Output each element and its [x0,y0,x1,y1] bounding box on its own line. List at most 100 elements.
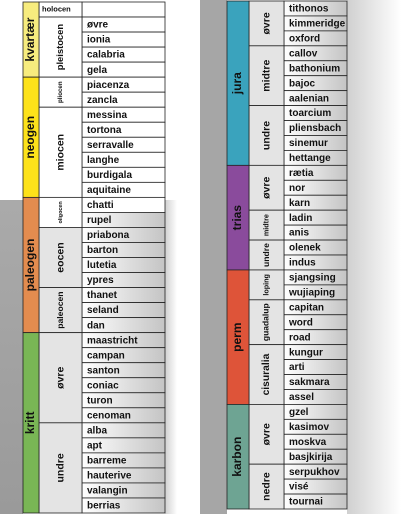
stage-label: messina [87,110,127,121]
stage-label: oxford [289,33,320,44]
epoch-label: øvre [260,12,272,34]
stage-label: kimmeridge [289,19,346,30]
stage-label: capitan [289,302,324,313]
epoch-label: øvre [54,366,66,388]
period-label: jura [230,72,244,95]
stage-label: gzel [289,407,309,418]
epoch-cell [248,0,285,47]
stage-label: visé [289,482,309,493]
stage-label: callov [289,48,318,59]
stage-label: aalenian [289,93,329,104]
epoch-label: øvre [260,423,272,445]
stage-label: nor [289,183,305,194]
stage-label: calabria [87,50,125,61]
stage-label: tournai [289,497,323,508]
epoch-cell [248,45,285,106]
stage-label: bathonium [289,63,340,74]
stage-label: word [288,317,313,328]
stage-label: indus [289,258,316,269]
stage-label: road [289,332,311,343]
period-cell [22,332,40,514]
epoch-cell [248,404,285,465]
stage-label: ionia [87,35,111,46]
period-label: karbon [230,437,244,477]
stage-label: turon [87,395,113,406]
shade [0,200,23,514]
stage-label: arti [289,362,305,373]
epoch-label: pleistocen [54,24,65,71]
stage-label: wujiaping [288,287,335,298]
stage-label: karn [289,198,310,209]
shade [165,200,177,514]
epoch-label: undre [54,453,66,482]
epoch-cell [248,239,285,271]
epoch-label: pliocen [57,81,64,103]
stage-label: seland [87,305,119,316]
stage-label: santon [87,365,120,376]
stage-label: maastricht [87,335,138,346]
stage-label: alba [87,425,107,436]
period-label: perm [230,323,244,352]
stage-label: zancla [87,95,118,106]
stage-label: valangin [87,486,128,497]
stage-label: sjangsing [289,273,336,284]
period-label: kritt [23,411,37,434]
stage-label: basjkirija [289,452,333,463]
stage-label: toarcium [289,108,331,119]
epoch-cell [38,287,83,334]
stage-label: hettange [289,153,331,164]
stage-label: pliensbach [289,123,341,134]
stage-label: serravalle [87,140,134,151]
epoch-label: undre [261,243,271,267]
epoch-label: eocen [54,242,66,272]
stage-label: sinemur [289,138,328,149]
stage-label: sakmara [289,377,330,388]
stage-label: hauterive [87,471,132,482]
period-cell [226,404,250,510]
stage-label: priabona [87,230,130,241]
stage-label: burdigala [87,170,132,181]
epoch-label: øvre [260,177,272,199]
epoch-label: nedre [260,472,272,501]
stage-label: rupel [87,215,112,226]
stage-label: ypres [87,275,114,286]
epoch-cell [38,106,83,198]
epoch-label: miocen [54,134,66,171]
stage-label: tithonos [289,4,329,15]
stage-label: rætia [289,168,314,179]
epoch-label: midtre [261,214,270,236]
epoch-label: holocen [42,4,71,13]
stage-label: serpukhov [289,467,340,478]
stage-label: cenoman [87,410,131,421]
stage-label: langhe [87,155,120,166]
stage-label: assel [289,392,314,403]
stage-label: thanet [87,290,118,301]
epoch-label: loping [261,274,270,296]
epoch-label: oligocen [58,201,64,223]
stage-label: olenek [289,243,321,254]
shade [347,0,401,514]
stage-label: piacenza [87,80,130,91]
stage-label: berrias [87,501,121,512]
stage-label: kungur [289,347,323,358]
shade [200,0,227,514]
epoch-label: paleocen [55,291,65,328]
stage-label: anis [289,228,309,239]
epoch-cell [248,299,285,346]
stage-label: coniac [87,380,119,391]
epoch-cell [38,76,83,108]
epoch-cell [248,209,285,241]
stage-label: bajoc [289,78,316,89]
period-label: neogen [23,116,37,159]
stage-label: kasimov [289,422,329,433]
epoch-cell [248,463,285,510]
stage-label: øvre [87,20,109,31]
epoch-label: guadalup [261,303,271,341]
stage-label: dan [87,320,105,331]
epoch-cell [38,422,83,514]
stage-label: apt [87,441,103,452]
period-label: trias [230,205,244,231]
stage-label: chatti [87,200,114,211]
stage-label: barreme [87,456,127,467]
